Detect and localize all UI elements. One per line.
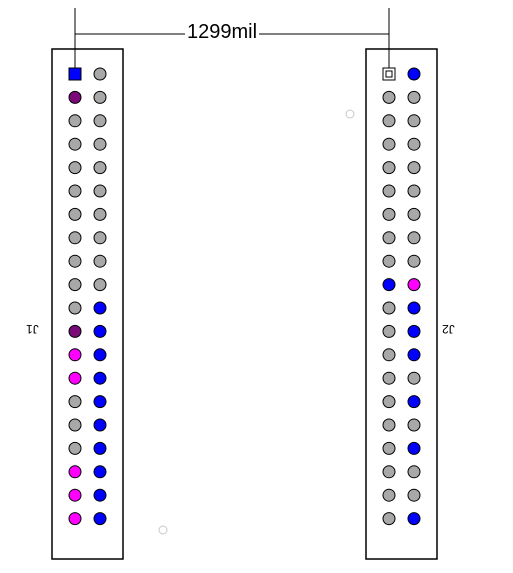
pin-j1-b-4 — [93, 137, 107, 151]
pin-j2-a-4 — [382, 137, 396, 151]
pin-j1-a-18 — [68, 465, 82, 479]
pin-j1-a-8 — [68, 231, 82, 245]
pin-j1-b-15 — [93, 395, 107, 409]
pin-j1-a-20 — [68, 512, 82, 526]
pin-j1-b-12 — [93, 324, 107, 338]
pin-j2-b-4 — [407, 137, 421, 151]
pin-j2-a-14 — [382, 371, 396, 385]
dimension-label: 1299mil — [185, 20, 260, 44]
pin-j2-b-5 — [407, 161, 421, 175]
pin-field-j1 — [68, 67, 107, 526]
pin-j1-b-13 — [93, 348, 107, 362]
pin-j2-b-3 — [407, 114, 421, 128]
connector-outline-j1 — [51, 48, 124, 560]
pin-j1-a-5 — [68, 161, 82, 175]
pin-j1-a-2 — [68, 90, 82, 104]
pin-j1-b-3 — [93, 114, 107, 128]
pin-j1-b-5 — [93, 161, 107, 175]
pin-j2-a-10 — [382, 278, 396, 292]
pin-j1-a-19 — [68, 488, 82, 502]
pin-j2-a-15 — [382, 395, 396, 409]
pin-j2-a-5 — [382, 161, 396, 175]
pin-j2-a-11 — [382, 301, 396, 315]
pin-j1-b-7 — [93, 207, 107, 221]
pin-j1-a-4 — [68, 137, 82, 151]
pin-j1-b-6 — [93, 184, 107, 198]
pin-j1-a-6 — [68, 184, 82, 198]
pin-j1-a-14 — [68, 371, 82, 385]
pin-j1-a-3 — [68, 114, 82, 128]
pin-j1-b-9 — [93, 254, 107, 268]
pin-j2-b-15 — [407, 395, 421, 409]
pin-j1-b-16 — [93, 418, 107, 432]
pin-j2-b-1 — [407, 67, 421, 81]
pin-j2-b-20 — [407, 512, 421, 526]
pin-field-j2 — [382, 67, 421, 526]
pin-j2-b-6 — [407, 184, 421, 198]
pin-j2-a-19 — [382, 488, 396, 502]
pin-j2-a-3 — [382, 114, 396, 128]
pin-j1-b-8 — [93, 231, 107, 245]
pin-j1-a-7 — [68, 207, 82, 221]
pin-j1-b-20 — [93, 512, 107, 526]
pin-j2-b-18 — [407, 465, 421, 479]
pin-j1-a-17 — [68, 441, 82, 455]
pin-j1-a-15 — [68, 395, 82, 409]
pin-j2-a-1 — [382, 67, 396, 81]
pin-j2-a-13 — [382, 348, 396, 362]
pin-j1-b-10 — [93, 278, 107, 292]
pin-j2-a-7 — [382, 207, 396, 221]
pin-j2-a-16 — [382, 418, 396, 432]
pin-1-inner-square — [385, 70, 393, 78]
pin-j1-b-18 — [93, 465, 107, 479]
pin-j2-a-8 — [382, 231, 396, 245]
connector-outline-j2 — [365, 48, 438, 560]
pin-j1-a-1 — [68, 67, 82, 81]
pin-j1-b-14 — [93, 371, 107, 385]
pin-j2-b-8 — [407, 231, 421, 245]
pin-j1-a-9 — [68, 254, 82, 268]
pin-j2-a-17 — [382, 441, 396, 455]
pin-j2-b-12 — [407, 324, 421, 338]
stray-marker-icon — [158, 525, 168, 535]
pin-j2-a-18 — [382, 465, 396, 479]
pin-j1-a-13 — [68, 348, 82, 362]
pin-j2-a-20 — [382, 512, 396, 526]
pin-j1-b-2 — [93, 90, 107, 104]
pin-j2-b-19 — [407, 488, 421, 502]
stray-marker-icon — [345, 109, 355, 119]
pin-j2-b-2 — [407, 90, 421, 104]
pin-j1-b-19 — [93, 488, 107, 502]
pin-j1-b-1 — [93, 67, 107, 81]
ref-designator-j2: J2 — [442, 322, 455, 336]
pin-j1-a-12 — [68, 324, 82, 338]
pin-j2-a-6 — [382, 184, 396, 198]
pin-j1-b-17 — [93, 441, 107, 455]
pin-j1-b-11 — [93, 301, 107, 315]
pin-j2-b-7 — [407, 207, 421, 221]
pin-j2-b-13 — [407, 348, 421, 362]
pin-j2-b-14 — [407, 371, 421, 385]
ref-designator-j1: J1 — [26, 322, 39, 336]
pin-j1-a-10 — [68, 278, 82, 292]
pin-j2-b-16 — [407, 418, 421, 432]
pin-j2-a-2 — [382, 90, 396, 104]
pin-j2-b-10 — [407, 278, 421, 292]
pin-j1-a-11 — [68, 301, 82, 315]
pin-j2-a-12 — [382, 324, 396, 338]
pin-j2-b-11 — [407, 301, 421, 315]
pin-j2-b-9 — [407, 254, 421, 268]
pin-j1-a-16 — [68, 418, 82, 432]
pin-j2-a-9 — [382, 254, 396, 268]
pin-j2-b-17 — [407, 441, 421, 455]
